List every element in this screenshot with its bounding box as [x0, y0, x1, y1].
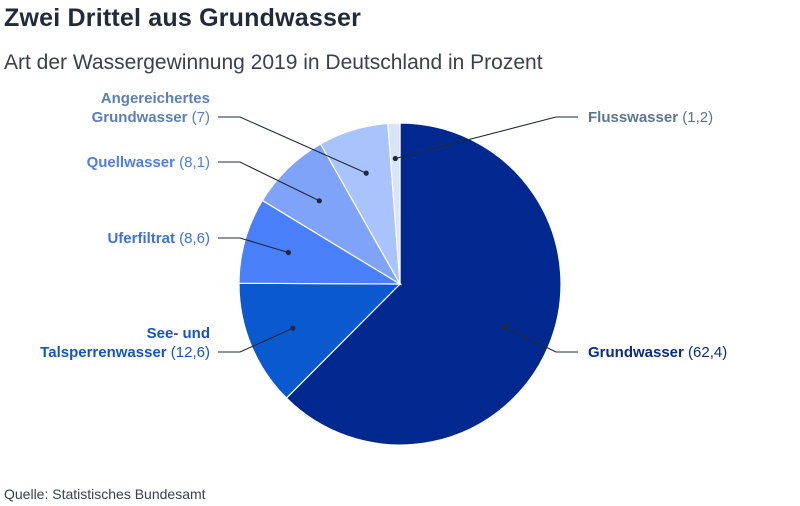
- slice-label-flusswasser: Flusswasser (1,2): [588, 109, 713, 126]
- slice-label-uferfiltrat: Uferfiltrat (8,6): [107, 230, 210, 247]
- pie-slice-flusswasser: [387, 122, 401, 285]
- slice-value-flusswasser: (1,2): [678, 109, 713, 126]
- leader-line-see-talsperre: [218, 327, 294, 353]
- pie-slice-grundwasser: [285, 122, 562, 446]
- slice-value-see-talsperre: (12,6): [167, 344, 210, 361]
- leader-line-grundwasser: [503, 326, 578, 353]
- pie-slice-uferfiltrat: [238, 199, 403, 285]
- leader-line-angereichertes: [218, 116, 367, 174]
- slice-value-uferfiltrat: (8,6): [175, 230, 210, 247]
- slice-label-grundwasser: Grundwasser (62,4): [588, 344, 727, 361]
- slice-label-see-talsperre: See- und: [147, 325, 210, 342]
- slice-value-angereichertes: (7): [188, 109, 211, 126]
- slice-label-angereichertes: Angereichertes: [101, 90, 210, 107]
- slice-label-angereichertes: Grundwasser (7): [92, 109, 210, 126]
- slice-value-grundwasser: (62,4): [684, 344, 727, 361]
- chart-title: Zwei Drittel aus Grundwasser: [4, 4, 362, 32]
- slice-label-quellwasser: Quellwasser (8,1): [87, 154, 210, 171]
- leader-line-flusswasser: [395, 116, 578, 160]
- chart-subtitle: Art der Wassergewinnung 2019 in Deutschl…: [4, 51, 543, 74]
- pie-slice-see-talsperre: [238, 282, 402, 399]
- source-note: Quelle: Statistisches Bundesamt: [4, 486, 206, 502]
- slice-value-quellwasser: (8,1): [175, 154, 210, 171]
- leader-line-uferfiltrat: [218, 237, 289, 254]
- leader-line-quellwasser: [218, 161, 320, 202]
- slice-label-see-talsperre: Talsperrenwasser (12,6): [40, 344, 210, 361]
